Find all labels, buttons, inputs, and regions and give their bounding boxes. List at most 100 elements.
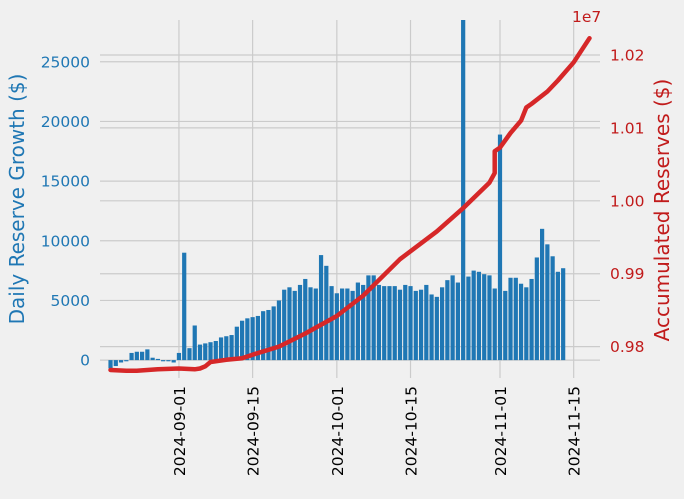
left-tick-label: 25000 [41, 53, 90, 71]
bar [329, 286, 334, 361]
bar [266, 309, 271, 361]
bar [113, 360, 118, 367]
bar [118, 360, 124, 363]
bar [171, 360, 176, 363]
bar [366, 275, 371, 361]
bar [561, 268, 566, 361]
bar [140, 351, 145, 361]
bar [187, 348, 192, 361]
bar [403, 284, 408, 361]
bar [382, 286, 387, 361]
right-tick-label: 0.98 [610, 338, 645, 356]
bar [524, 287, 529, 361]
bar [245, 318, 250, 361]
bar [203, 343, 208, 361]
bar [192, 325, 197, 361]
right-ticks-layer: 0.98 0.99 1.00 1.01 1.02 [610, 46, 645, 356]
left-tick-label: 15000 [41, 173, 90, 191]
bar [471, 270, 476, 361]
x-tick-label: 2024-10-15 [403, 386, 421, 476]
right-axis-offset-label: 1e7 [572, 8, 601, 26]
bar [440, 287, 445, 361]
left-ticks-layer: 0 5000 10000 15000 20000 25000 [41, 53, 90, 369]
bar [261, 311, 266, 361]
bar [408, 286, 413, 361]
bar [387, 286, 392, 361]
bar [145, 349, 150, 361]
bar [466, 276, 471, 361]
x-tick-label: 2024-11-01 [492, 386, 510, 476]
bar [545, 244, 550, 361]
left-axis-title: Daily Reserve Growth ($) [5, 74, 29, 325]
bar [376, 284, 382, 361]
bar [182, 252, 187, 361]
bar [445, 280, 450, 361]
bar [482, 274, 487, 361]
bar [540, 228, 545, 361]
bar [371, 275, 376, 361]
bar [303, 278, 308, 361]
bar [313, 288, 318, 361]
bar [224, 336, 229, 361]
bar [508, 277, 513, 361]
bar [176, 352, 182, 361]
bar [424, 284, 429, 361]
right-tick-label: 1.00 [610, 192, 645, 210]
bar [397, 289, 403, 361]
bar [150, 357, 155, 361]
bar [429, 294, 434, 361]
bar [208, 342, 213, 361]
bar [413, 290, 418, 361]
bar [297, 284, 303, 361]
x-tick-label: 2024-09-15 [245, 386, 263, 476]
bar [518, 283, 524, 361]
line-layer [108, 35, 592, 373]
accumulated-reserves-line [108, 35, 592, 373]
x-tick-label: 2024-10-01 [329, 386, 347, 476]
bar [129, 352, 134, 361]
bar [282, 289, 287, 361]
bar [155, 358, 160, 361]
bar [529, 278, 534, 361]
bar [255, 315, 260, 361]
bar [324, 265, 329, 361]
bar [392, 286, 397, 361]
bars-layer [108, 20, 566, 369]
bar [318, 255, 324, 361]
bar [166, 360, 171, 362]
bar [513, 277, 518, 361]
bar [250, 317, 255, 361]
bar [461, 20, 466, 361]
x-tick-label: 2024-09-01 [171, 386, 189, 476]
bar [234, 326, 239, 361]
left-tick-label: 10000 [41, 232, 90, 250]
bar [161, 360, 166, 362]
bar [434, 296, 439, 361]
right-tick-label: 1.01 [610, 119, 645, 137]
bar [124, 360, 129, 362]
bar [497, 134, 503, 361]
bar [218, 337, 224, 361]
bar [271, 306, 276, 361]
x-ticks-layer: 2024-09-01 2024-09-15 2024-10-01 2024-10-15… [171, 386, 584, 476]
bar [450, 275, 455, 361]
bar [292, 290, 297, 361]
right-tick-label: 1.02 [610, 46, 645, 64]
bar [487, 275, 492, 361]
right-axis-title: Accumulated Reserves ($) [650, 79, 674, 342]
bar [550, 256, 555, 361]
bar [476, 271, 482, 361]
bar [455, 282, 460, 361]
left-tick-label: 20000 [41, 113, 90, 131]
bar [361, 284, 366, 361]
bar [555, 271, 560, 361]
bar [503, 290, 508, 361]
bar [197, 344, 203, 361]
bar [134, 351, 139, 361]
left-tick-label: 5000 [51, 292, 90, 310]
bar [355, 282, 360, 361]
bar [534, 257, 539, 361]
bar [340, 288, 345, 361]
